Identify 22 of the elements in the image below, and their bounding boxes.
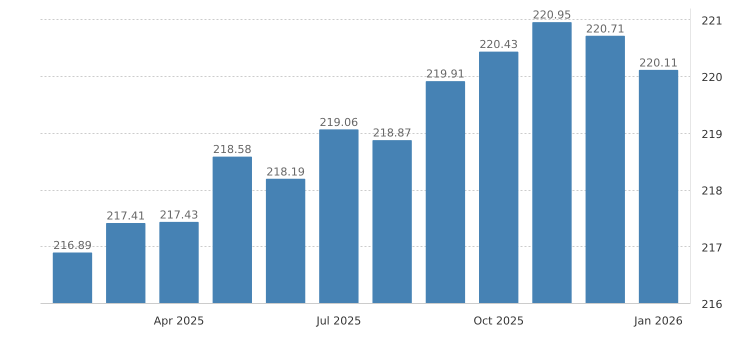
x-tick-label: Jul 2025 — [315, 314, 362, 328]
data-label: 220.95 — [532, 8, 572, 22]
data-label: 220.11 — [639, 56, 678, 70]
data-label: 219.06 — [320, 116, 358, 129]
y-tick-label: 219 — [702, 128, 722, 141]
x-tick-label: Oct 2025 — [473, 314, 524, 328]
y-tick-label: 216 — [702, 298, 722, 311]
data-label: 217.41 — [106, 210, 145, 223]
data-label: 220.43 — [479, 38, 518, 52]
data-label: 217.43 — [160, 208, 198, 222]
y-tick-label: 221 — [702, 14, 722, 28]
x-tick-label: Apr 2025 — [154, 314, 204, 328]
data-label: 218.58 — [213, 143, 252, 156]
data-label: 218.19 — [266, 165, 305, 178]
y-tick-label: 220 — [702, 71, 722, 84]
data-label: 219.91 — [426, 68, 465, 81]
y-tick-label: 218 — [702, 184, 722, 198]
data-label: 216.89 — [53, 239, 92, 252]
data-label: 218.87 — [372, 126, 412, 140]
x-tick-label: Jan 2026 — [633, 314, 683, 328]
y-tick-label: 217 — [702, 241, 722, 254]
data-label: 220.71 — [586, 22, 625, 36]
